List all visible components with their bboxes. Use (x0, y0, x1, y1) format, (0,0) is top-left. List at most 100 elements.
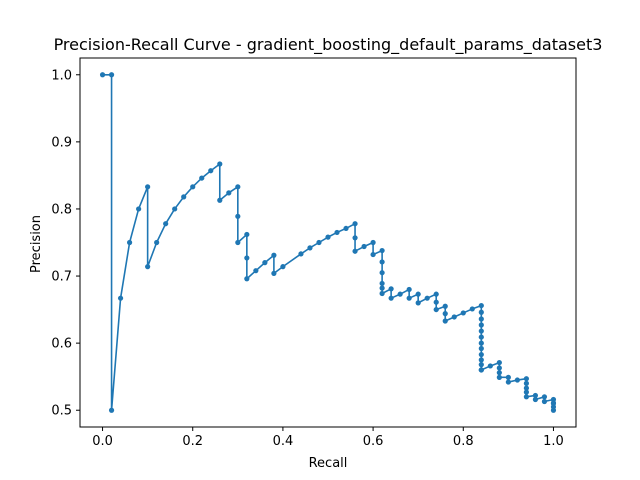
y-tick-label: 0.7 (51, 270, 72, 285)
data-point (154, 239, 160, 246)
data-point (379, 280, 385, 287)
data-point (523, 389, 530, 395)
data-point (370, 251, 376, 258)
x-tick-label: 0.0 (92, 434, 113, 449)
data-point (145, 184, 151, 190)
y-tick-label: 0.8 (51, 202, 72, 217)
data-point (478, 351, 484, 358)
data-point (532, 392, 539, 399)
data-point (217, 197, 223, 203)
data-point (298, 251, 304, 257)
data-point (442, 318, 448, 324)
data-point (217, 161, 223, 167)
y-tick-label: 0.9 (51, 135, 72, 150)
data-point (424, 295, 430, 301)
data-point (496, 359, 502, 366)
data-point (352, 221, 358, 227)
data-point (388, 286, 394, 292)
plot-frame (79, 57, 577, 428)
data-point (352, 248, 358, 254)
y-axis-ticks: 0.5 0.6 0.7 0.8 0.9 1.0 (51, 68, 80, 419)
data-point (117, 295, 124, 301)
data-point (532, 396, 539, 403)
data-point (550, 407, 557, 413)
data-point (361, 243, 367, 250)
data-point (334, 229, 340, 236)
data-point (523, 376, 530, 382)
data-point (496, 365, 502, 371)
data-point (505, 374, 511, 380)
data-point (235, 184, 241, 190)
data-point (199, 175, 205, 181)
data-point (505, 379, 511, 385)
data-point (460, 310, 466, 316)
data-point (523, 385, 530, 391)
data-point (108, 407, 115, 413)
data-point (523, 394, 530, 400)
data-point (280, 264, 286, 270)
data-point (478, 345, 484, 352)
x-axis-label: Recall (309, 456, 348, 471)
data-point (379, 259, 385, 265)
data-point (478, 309, 484, 315)
data-point (127, 239, 133, 246)
data-point (469, 306, 475, 312)
data-point (226, 190, 232, 196)
data-point (523, 380, 530, 386)
data-point (99, 72, 106, 78)
data-point (235, 213, 241, 219)
data-point (235, 239, 241, 246)
chart-title: Precision-Recall Curve - gradient_boosti… (54, 35, 603, 55)
data-point (433, 299, 439, 305)
data-point (244, 276, 250, 282)
data-point (136, 206, 142, 212)
data-point (487, 363, 493, 369)
x-axis-ticks: 0.0 0.2 0.4 0.6 0.8 1.0 (92, 427, 564, 449)
data-point (442, 311, 448, 317)
data-point (478, 334, 484, 340)
x-tick-label: 0.2 (182, 434, 203, 449)
data-point (271, 252, 277, 258)
x-tick-label: 0.6 (363, 434, 384, 449)
data-point (108, 72, 115, 78)
data-point (406, 295, 412, 301)
pr-curve-line (102, 73, 555, 412)
data-point (550, 400, 557, 407)
data-point (172, 206, 178, 212)
plot-area (79, 57, 577, 428)
data-point (262, 260, 268, 266)
data-point (541, 394, 548, 400)
data-point (451, 314, 457, 320)
data-point (145, 264, 151, 270)
data-point (541, 398, 548, 405)
data-point (388, 295, 394, 301)
data-point (208, 168, 214, 174)
data-point (325, 234, 331, 240)
data-point (496, 370, 502, 376)
data-point (478, 362, 484, 368)
data-point (478, 322, 484, 328)
data-point (379, 285, 385, 291)
data-point (415, 291, 421, 297)
data-point (271, 270, 277, 276)
data-point (379, 247, 385, 254)
data-point (514, 377, 520, 383)
x-tick-label: 1.0 (543, 434, 564, 449)
y-tick-label: 0.6 (51, 337, 72, 352)
data-point (316, 239, 322, 246)
x-tick-label: 0.4 (273, 434, 294, 449)
data-point (370, 239, 376, 246)
data-point (244, 231, 250, 238)
data-point (433, 306, 439, 313)
x-tick-label: 0.8 (453, 434, 474, 449)
data-point (478, 302, 484, 309)
data-point (415, 300, 421, 306)
data-point (478, 340, 484, 346)
data-point (253, 268, 259, 274)
data-point (397, 291, 403, 297)
data-point (190, 184, 196, 190)
data-point (163, 221, 169, 227)
data-point (478, 328, 484, 334)
y-tick-label: 1.0 (51, 68, 72, 83)
